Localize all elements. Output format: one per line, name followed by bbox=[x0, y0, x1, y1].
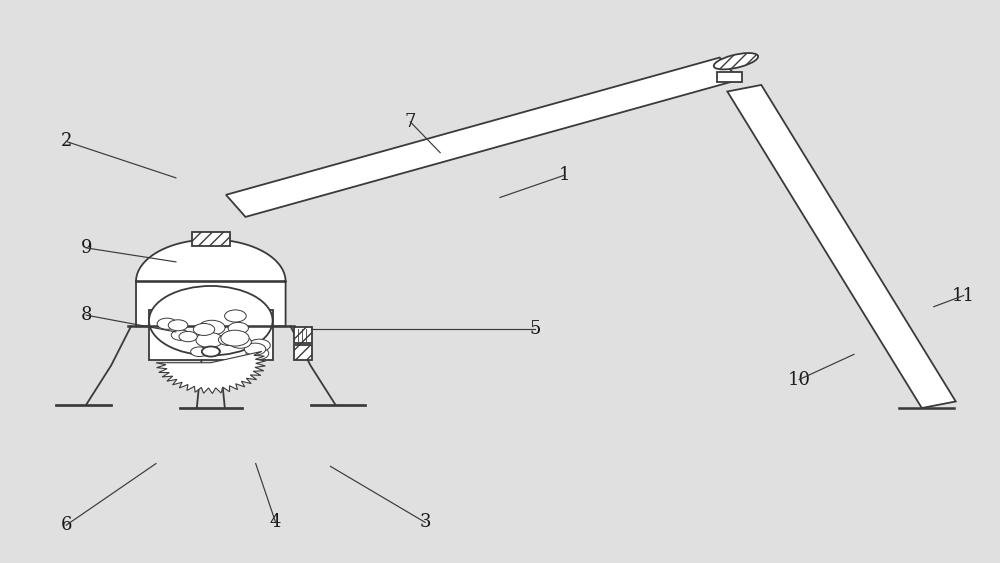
Circle shape bbox=[248, 339, 270, 351]
Circle shape bbox=[246, 347, 269, 360]
Text: 5: 5 bbox=[529, 320, 541, 338]
Circle shape bbox=[157, 318, 177, 329]
Circle shape bbox=[196, 332, 223, 347]
Circle shape bbox=[179, 332, 197, 342]
Circle shape bbox=[229, 336, 251, 348]
Circle shape bbox=[199, 320, 225, 335]
Circle shape bbox=[244, 343, 266, 355]
Polygon shape bbox=[727, 85, 956, 408]
Bar bbox=[192, 233, 230, 247]
Circle shape bbox=[168, 320, 188, 330]
Circle shape bbox=[204, 347, 220, 356]
Polygon shape bbox=[156, 351, 266, 394]
Circle shape bbox=[193, 324, 215, 336]
Circle shape bbox=[202, 346, 220, 356]
Circle shape bbox=[245, 340, 265, 352]
Circle shape bbox=[171, 330, 190, 340]
Circle shape bbox=[149, 286, 273, 355]
Text: 4: 4 bbox=[270, 513, 281, 531]
Text: 7: 7 bbox=[405, 113, 416, 131]
Circle shape bbox=[191, 347, 208, 356]
Circle shape bbox=[218, 334, 239, 346]
Text: 9: 9 bbox=[80, 239, 92, 257]
Text: 2: 2 bbox=[61, 132, 72, 150]
Bar bbox=[294, 327, 312, 342]
Bar bbox=[717, 72, 742, 82]
Polygon shape bbox=[226, 57, 739, 217]
Bar bbox=[294, 345, 312, 360]
Text: 10: 10 bbox=[788, 370, 811, 388]
Polygon shape bbox=[136, 239, 286, 327]
Bar bbox=[149, 310, 273, 360]
Text: 1: 1 bbox=[559, 166, 571, 184]
Text: 3: 3 bbox=[419, 513, 431, 531]
Text: 11: 11 bbox=[952, 287, 975, 305]
Circle shape bbox=[221, 330, 249, 346]
Circle shape bbox=[225, 310, 246, 322]
Text: 8: 8 bbox=[80, 306, 92, 324]
Circle shape bbox=[228, 323, 248, 334]
Text: 6: 6 bbox=[60, 516, 72, 534]
Ellipse shape bbox=[714, 53, 758, 69]
